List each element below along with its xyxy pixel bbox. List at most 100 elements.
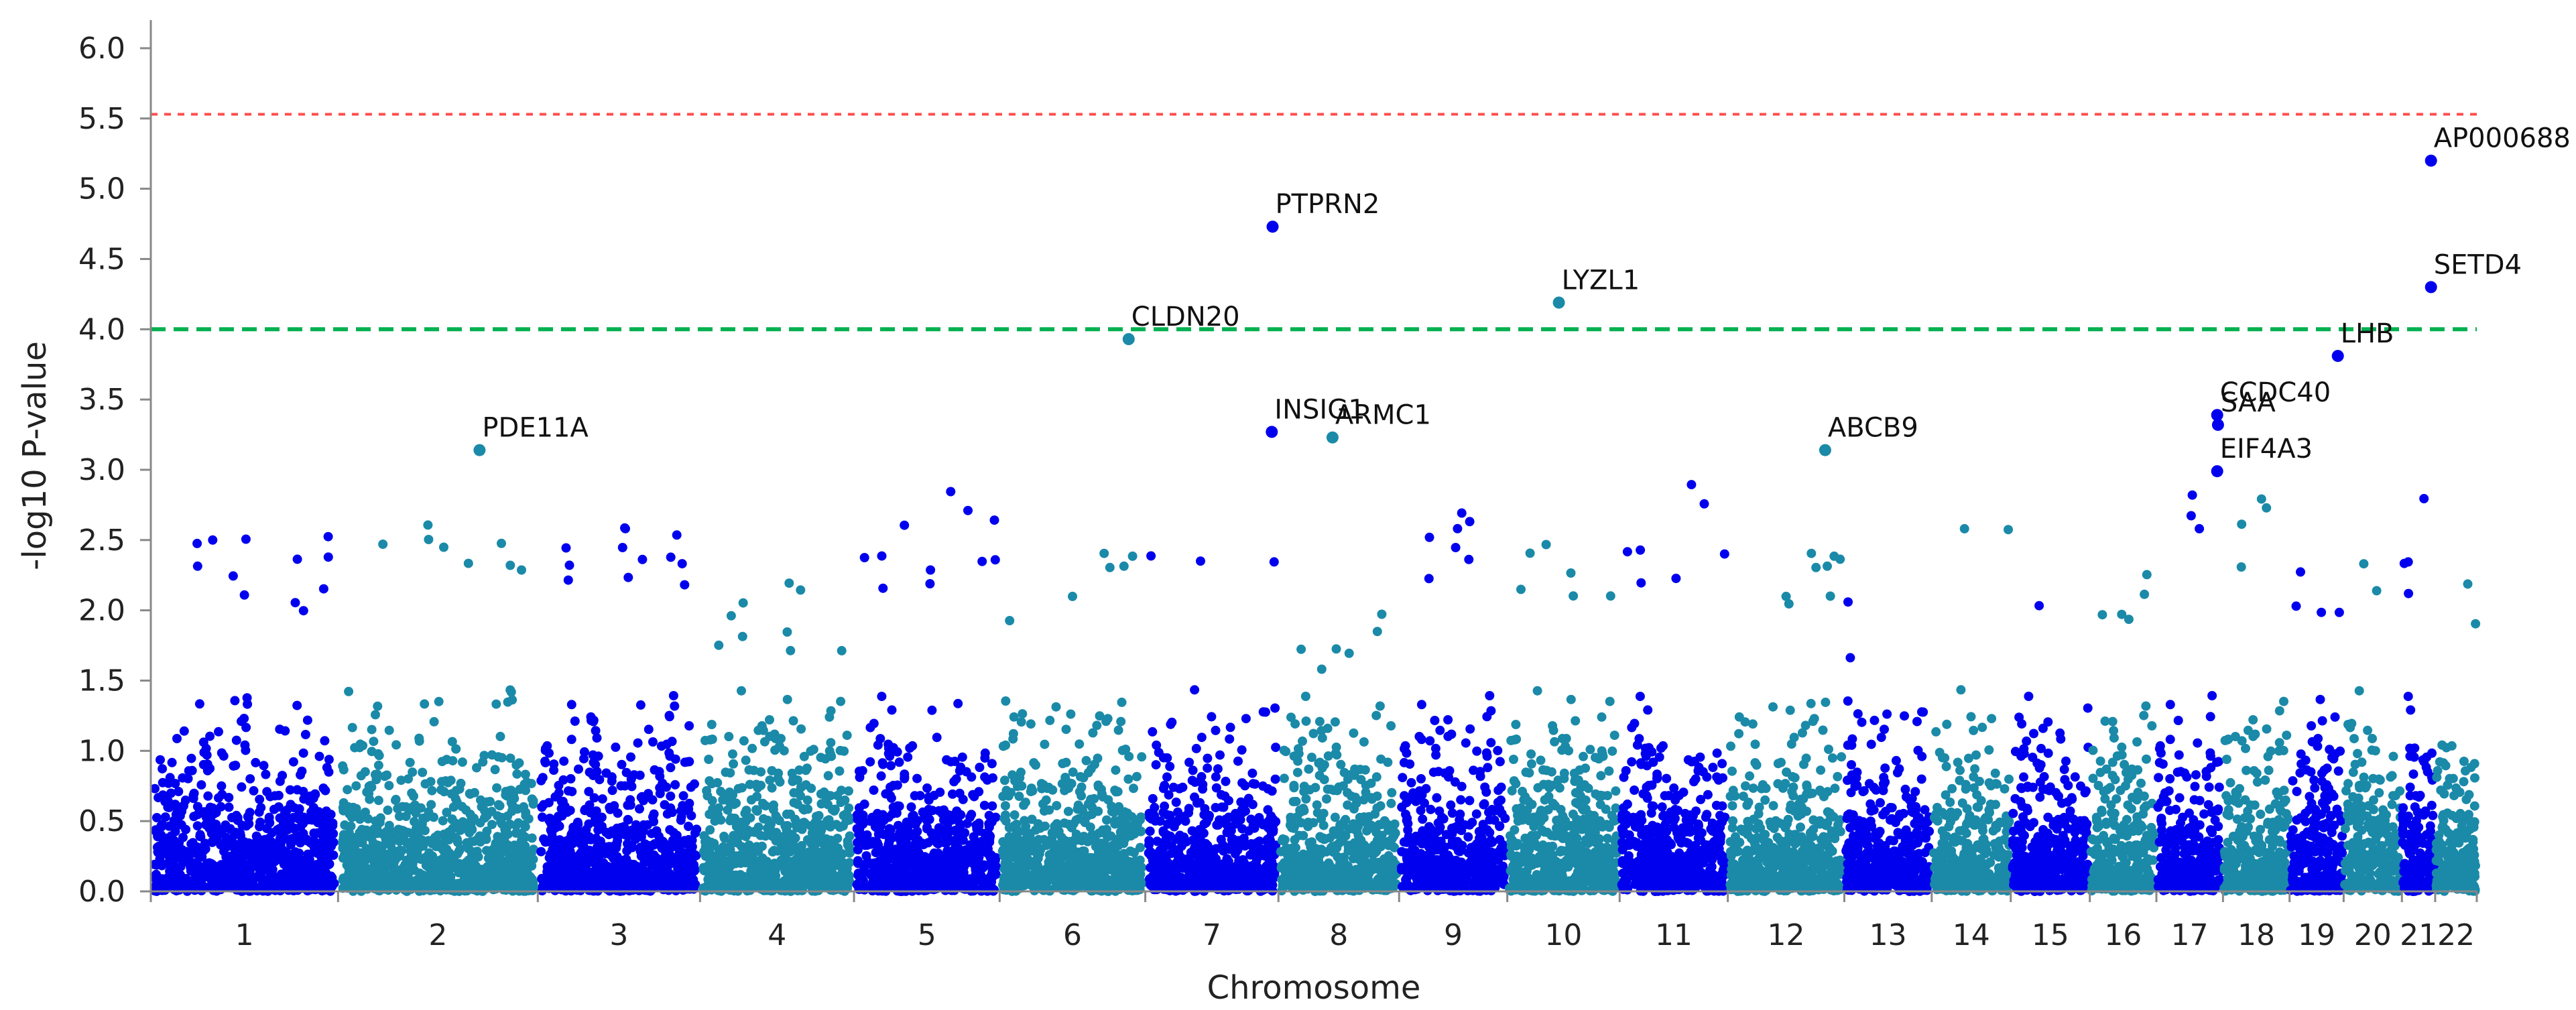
snp-point [861,867,871,877]
snp-point [1075,787,1085,797]
snp-point [664,748,674,758]
snp-point [407,788,417,798]
snp-point [654,767,664,777]
snp-point [1249,823,1260,833]
snp-point [424,848,434,858]
snp-point [715,852,725,862]
snp-point [865,757,875,767]
snp-point [869,785,879,795]
snp-point [1089,794,1099,804]
snp-point [192,538,202,548]
snp-point [448,756,458,766]
snp-point [415,868,424,878]
snp-point [217,781,227,791]
snp-point [631,820,641,830]
snp-point [751,779,761,790]
snp-point [789,787,799,798]
snp-point [1102,874,1111,884]
snp-point [372,828,382,838]
snp-point [977,556,987,566]
snp-point [374,751,384,761]
snp-point [1031,760,1040,770]
snp-point [660,800,670,810]
snp-point [842,731,852,741]
snp-point [799,805,809,815]
snp-point [611,742,621,752]
snp-point [302,715,312,725]
snp-point [617,885,627,895]
snp-point [378,540,388,549]
snp-point [1001,740,1011,750]
snp-point [1026,719,1036,729]
snp-point [1095,711,1105,721]
snp-point [806,783,816,794]
snp-point [932,733,942,743]
snp-point [546,825,556,835]
snp-point [579,747,589,757]
snp-point [310,789,320,799]
snp-point [463,821,473,831]
snp-point [873,740,883,750]
snp-point [292,700,302,710]
snp-point [1204,813,1213,823]
snp-point [233,828,243,838]
snp-point [259,761,269,771]
snp-point [652,826,662,836]
snp-point [975,763,985,772]
snp-point [892,780,902,790]
snp-point [942,755,952,765]
snp-point [629,770,639,780]
snp-point [837,645,847,655]
snp-point [502,822,511,832]
snp-point [217,838,227,848]
snp-point [402,870,412,880]
snp-point [738,598,748,608]
snp-point [836,696,846,706]
snp-point [423,520,433,530]
snp-point [580,863,591,872]
snp-point [1063,806,1073,816]
snp-point [789,798,799,808]
snp-point [561,543,571,553]
snp-point [208,809,219,819]
snp-point [295,881,304,891]
snp-point [638,796,648,806]
snp-point [865,722,875,733]
snp-point [1012,838,1022,848]
snp-point [648,860,658,870]
snp-point [265,818,275,828]
snp-point [768,881,778,891]
snp-point [1144,848,1154,858]
snp-point [1203,763,1213,773]
snp-point [1036,779,1046,789]
snp-point [490,765,500,775]
snp-point [199,867,209,877]
snp-point [367,724,377,735]
snp-point [782,694,792,704]
snp-point [987,865,997,874]
snp-point [700,866,710,876]
snp-point [214,727,223,737]
snp-point [540,757,550,767]
snp-point [1087,864,1096,873]
snp-point [152,813,162,822]
snp-point [392,847,402,857]
snp-point [915,791,925,801]
snp-point [733,875,743,885]
snp-point [1203,753,1213,763]
snp-point [942,846,953,856]
snp-point [377,873,387,883]
snp-point [726,611,736,621]
snp-point [383,805,393,815]
snp-point [924,792,934,802]
snp-point [859,553,869,562]
snp-point [243,699,253,709]
snp-point [926,565,936,575]
snp-point [204,859,214,869]
snp-point [1000,801,1010,811]
snp-point [196,780,206,790]
snp-point [774,816,784,826]
snp-point [601,842,611,852]
snp-point [186,753,196,763]
snp-point [192,821,202,831]
